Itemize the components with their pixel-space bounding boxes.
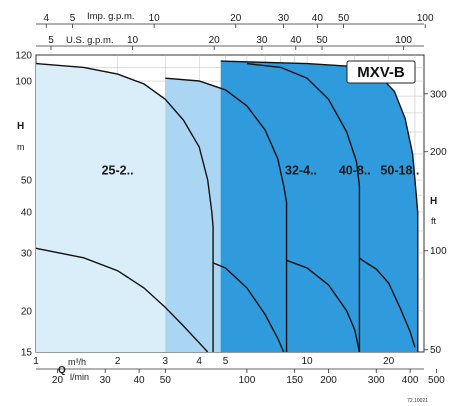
us-tick-50: 50 xyxy=(316,35,328,46)
imp-tick-50: 50 xyxy=(338,13,350,24)
right-axis-unit: ft xyxy=(431,216,437,226)
series-lower-curve-3 xyxy=(286,259,361,353)
plot-area: 25-2.. 32-4.. 40-8.. 50-18.. xyxy=(35,54,425,353)
imp-tick-40: 40 xyxy=(312,13,324,24)
series-area-4 xyxy=(220,61,418,352)
right-axis: 50 100 200 300 H ft xyxy=(424,89,447,356)
series-label-1: 25-2.. xyxy=(102,163,134,177)
top-us-ticks: 5 10 20 30 40 50 100 xyxy=(48,35,412,50)
left-tick-50: 50 xyxy=(21,176,33,187)
right-axis-quantity: H xyxy=(430,196,437,207)
left-axis-quantity: H xyxy=(17,121,24,132)
top-imp-ticks: 4 5 10 20 30 40 50 100 xyxy=(43,13,434,28)
left-tick-labels: 15 20 30 40 50 100 120 xyxy=(15,51,32,359)
bottom-axis-unit: m³/h xyxy=(68,357,86,367)
imp-tick-100: 100 xyxy=(417,13,434,24)
series-label-2: 32-4.. xyxy=(285,163,317,177)
lmin-tick-20: 20 xyxy=(52,375,64,386)
lmin-tick-150: 150 xyxy=(286,375,303,386)
right-tick-300: 300 xyxy=(430,89,447,100)
us-tick-100: 100 xyxy=(395,35,412,46)
left-tick-40: 40 xyxy=(21,207,33,218)
lmin-tick-500: 500 xyxy=(428,375,445,386)
series-lower-curve-1 xyxy=(35,247,209,353)
left-axis: 15 20 30 40 50 100 120 H m xyxy=(15,51,32,359)
series-lower-curve-2 xyxy=(212,262,285,353)
lmin-tick-300: 300 xyxy=(368,375,385,386)
document-code: 72.10021 xyxy=(407,398,428,404)
bottom-tick-20: 20 xyxy=(383,356,395,367)
series-areas xyxy=(36,61,418,352)
chart-title: MXV-B xyxy=(357,64,405,81)
series-curves xyxy=(35,60,419,353)
model-badge: MXV-B xyxy=(346,60,416,84)
bottom-lmin-unit: l/min xyxy=(70,372,89,382)
bottom-axis: 1 2 3 4 5 10 20 20 30 40 50 100 150 200 300 400 500 Q m… xyxy=(33,356,445,386)
right-tick-50: 50 xyxy=(430,345,442,356)
us-tick-30: 30 xyxy=(256,35,268,46)
bottom-tick-5: 5 xyxy=(223,356,229,367)
imp-tick-10: 10 xyxy=(149,13,161,24)
left-tick-100: 100 xyxy=(15,77,32,88)
right-tick-100: 100 xyxy=(430,246,447,257)
bottom-lmin-tick-labels: 20 30 40 50 100 150 200 300 400 500 xyxy=(52,369,445,386)
bottom-tick-1: 1 xyxy=(33,356,39,367)
lmin-tick-30: 30 xyxy=(100,375,112,386)
bottom-tick-4: 4 xyxy=(196,356,202,367)
right-tick-200: 200 xyxy=(430,147,447,158)
us-tick-40: 40 xyxy=(290,35,302,46)
imp-tick-30: 30 xyxy=(278,13,290,24)
left-tick-15: 15 xyxy=(21,348,33,359)
lmin-tick-40: 40 xyxy=(134,375,146,386)
series-upper-curve-2 xyxy=(165,77,288,202)
right-tick-labels: 50 100 200 300 xyxy=(424,89,447,356)
bottom-tick-labels: 1 2 3 4 5 10 20 xyxy=(33,356,394,367)
bottom-axis-quantity: Q xyxy=(58,365,66,376)
us-tick-5: 5 xyxy=(48,35,54,46)
us-tick-20: 20 xyxy=(209,35,221,46)
lmin-tick-400: 400 xyxy=(402,375,419,386)
imp-tick-5: 5 xyxy=(70,13,76,24)
series-upper-curve-1 xyxy=(35,62,214,228)
imp-tick-20: 20 xyxy=(230,13,242,24)
left-tick-120: 120 xyxy=(15,51,32,62)
bottom-tick-10: 10 xyxy=(302,356,314,367)
bottom-tick-2: 2 xyxy=(115,356,121,367)
lmin-tick-100: 100 xyxy=(239,375,256,386)
us-tick-10: 10 xyxy=(127,35,139,46)
top-axes: 4 5 10 20 30 40 50 100 5 10 20 30 40 50 100 Imp. g.p.… xyxy=(36,11,434,50)
series-upper-curve-3 xyxy=(246,62,361,186)
lmin-tick-50: 50 xyxy=(160,375,172,386)
series-labels: 25-2.. 32-4.. 40-8.. 50-18.. xyxy=(102,163,420,177)
series-lower-curve-4 xyxy=(358,257,416,348)
series-label-4: 50-18.. xyxy=(380,163,419,177)
bottom-tick-3: 3 xyxy=(163,356,169,367)
imp-gpm-unit-label: Imp. g.p.m. xyxy=(87,11,135,22)
left-tick-20: 20 xyxy=(21,306,33,317)
lmin-tick-200: 200 xyxy=(320,375,337,386)
imp-tick-4: 4 xyxy=(43,13,49,24)
left-tick-30: 30 xyxy=(21,249,33,260)
left-axis-unit: m xyxy=(17,142,25,152)
us-gpm-unit-label: U.S. g.p.m. xyxy=(66,35,114,46)
series-label-3: 40-8.. xyxy=(339,163,371,177)
series-upper-curve-4 xyxy=(220,60,419,212)
